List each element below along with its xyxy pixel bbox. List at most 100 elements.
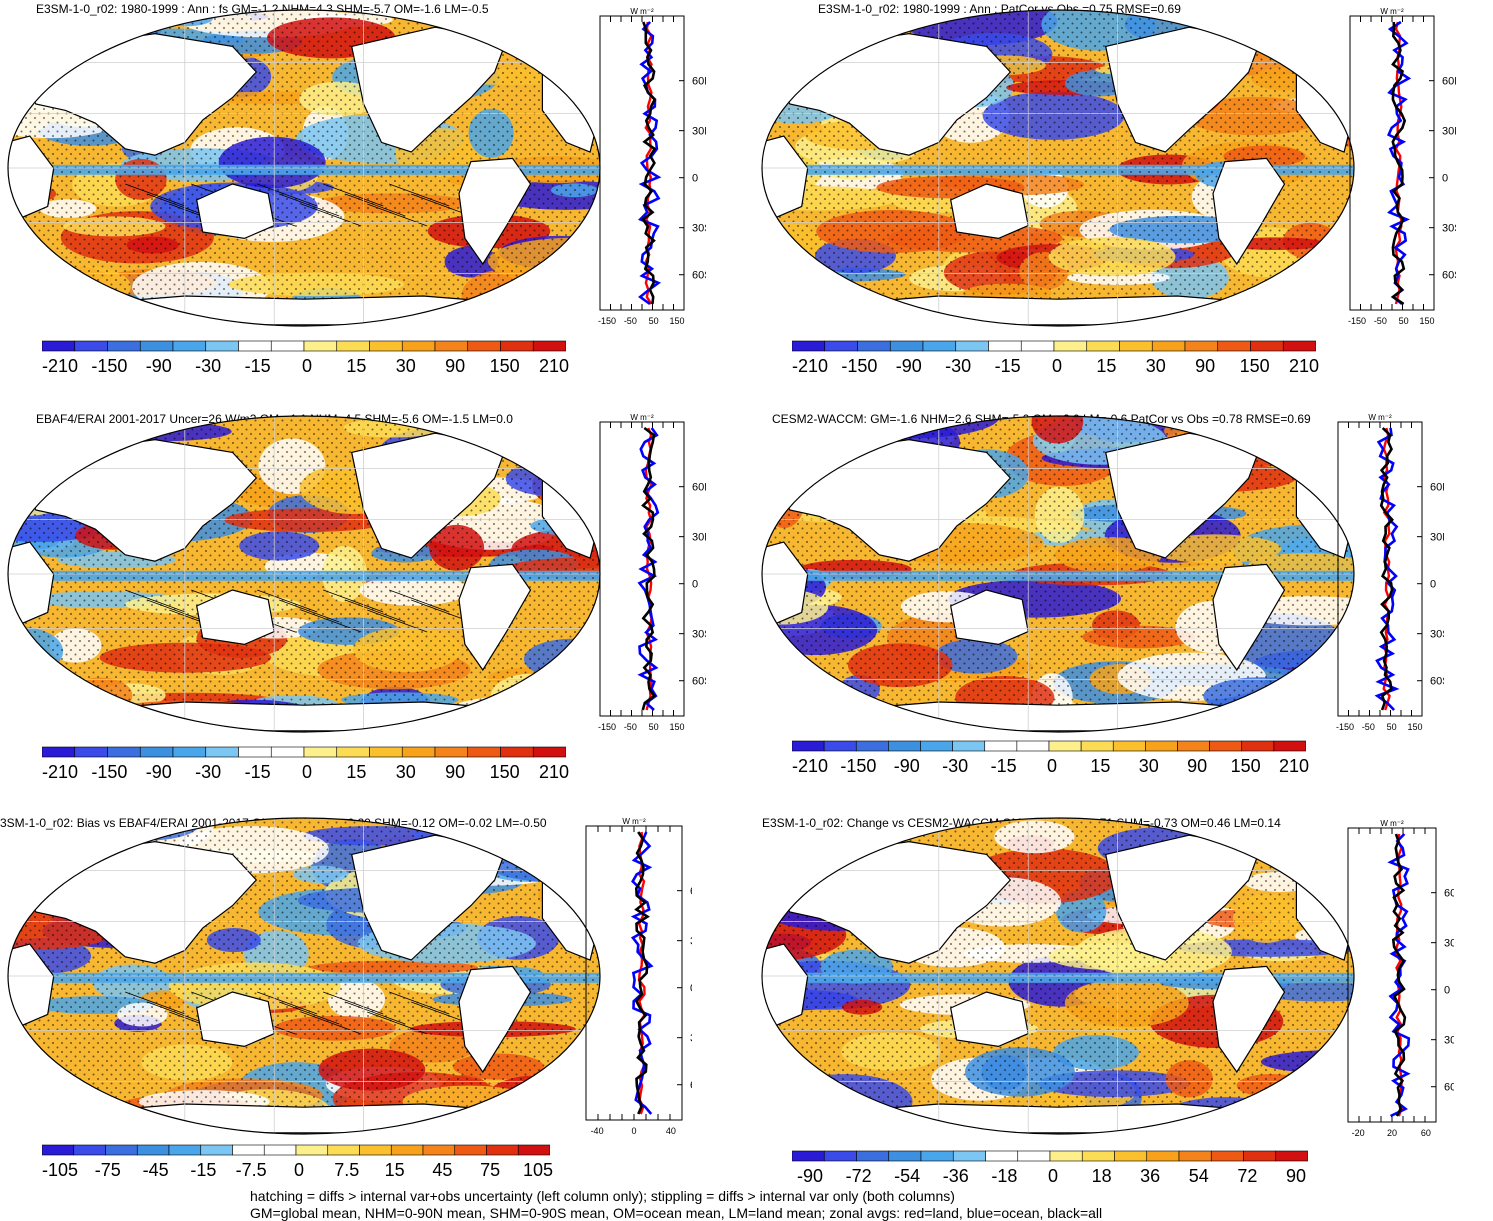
zonal-x-label: -50 — [624, 316, 637, 326]
continent — [8, 541, 55, 626]
colorbar-swatch — [303, 340, 338, 352]
colorbar-swatch — [1217, 340, 1251, 352]
colorbar-swatch — [295, 1144, 329, 1156]
zonal-mean-plot: W m⁻² 60N 30N 0 30S 60S -40 0 40 — [585, 818, 692, 1136]
colorbar-swatch — [1145, 740, 1178, 752]
colorbar-label: -15 — [244, 762, 271, 782]
colorbar-swatch — [532, 340, 566, 352]
colorbar-label: -54 — [894, 1166, 921, 1186]
colorbar-label: -7.5 — [235, 1160, 267, 1180]
colorbar — [42, 340, 566, 352]
field-blob — [421, 416, 556, 435]
colorbar-swatch — [205, 746, 239, 758]
colorbar-label: 72 — [1237, 1166, 1258, 1186]
colorbar-swatch — [1081, 1150, 1115, 1162]
zonal-units: W m⁻² — [622, 818, 646, 826]
colorbar-swatch — [823, 740, 857, 752]
colorbar-label: 90 — [1195, 356, 1216, 376]
global-map — [7, 817, 601, 1135]
colorbar — [42, 1144, 550, 1156]
zonal-lat-label: 30S — [690, 1033, 692, 1045]
zonal-mean-plot: W m⁻² 60N 30N 0 30S 60S -150 -50 50 150 — [1336, 414, 1444, 732]
colorbar-label: 150 — [489, 356, 520, 376]
colorbar-swatch — [303, 746, 338, 758]
zonal-lat-label: 60S — [1430, 676, 1444, 688]
field-blob — [9, 1102, 119, 1134]
colorbar-label: -90 — [796, 1166, 823, 1186]
continent — [506, 422, 556, 466]
field-blob — [777, 416, 839, 444]
field-blob — [510, 287, 561, 318]
colorbar-swatch — [238, 340, 272, 352]
colorbar-label: -210 — [41, 356, 79, 376]
colorbar-swatch — [792, 740, 825, 752]
colorbar-label: 7.5 — [334, 1160, 360, 1180]
zonal-x-label: 50 — [1399, 316, 1409, 326]
colorbar-swatch — [401, 746, 436, 758]
colorbar-label: 150 — [489, 762, 520, 782]
graticule — [8, 818, 600, 1134]
continent — [762, 943, 809, 1028]
continent — [8, 943, 55, 1028]
colorbar-swatch — [1210, 1150, 1244, 1162]
colorbar-label: -45 — [142, 1160, 169, 1180]
colorbar-label: -150 — [840, 756, 877, 776]
colorbar-swatch — [952, 1150, 986, 1162]
colorbar-label: 90 — [1285, 1166, 1307, 1186]
zonal-frame — [1337, 421, 1423, 717]
colorbar-swatch — [1119, 340, 1153, 352]
colorbar-swatch — [73, 1144, 106, 1156]
colorbar-label: -36 — [942, 1166, 969, 1186]
global-map — [761, 415, 1355, 733]
global-map — [761, 817, 1355, 1135]
zonal-lat-label: 60N — [1444, 888, 1454, 900]
colorbar-swatch — [139, 746, 174, 758]
zonal-lat-label: 0 — [1444, 985, 1450, 997]
colorbar-label: 36 — [1140, 1166, 1161, 1186]
field-blob — [504, 689, 600, 732]
colorbar-label: 0 — [1046, 756, 1057, 776]
global-map — [7, 415, 601, 733]
colorbar-swatch — [359, 1144, 392, 1156]
field-blob — [853, 711, 910, 724]
colorbar-label: -15 — [990, 756, 1017, 776]
colorbar-swatch — [532, 746, 566, 758]
colorbar-label: -210 — [791, 756, 829, 776]
graticule — [762, 10, 1354, 326]
colorbar-swatch — [1282, 340, 1316, 352]
zonal-all-curve — [1379, 427, 1394, 711]
zonal-lat-label: 60S — [692, 676, 706, 688]
colorbar-swatch — [1114, 1150, 1148, 1162]
colorbar-swatch — [1151, 340, 1186, 352]
global-map — [761, 9, 1355, 327]
footer-line-1: hatching = diffs > internal var+obs unce… — [250, 1188, 955, 1204]
colorbar-swatch — [238, 746, 272, 758]
colorbar-swatch — [467, 340, 501, 352]
field-blob — [8, 696, 91, 732]
field-blob — [509, 416, 554, 436]
field-blob — [8, 33, 78, 55]
continent — [506, 824, 556, 868]
colorbar-swatch — [1177, 740, 1210, 752]
colorbar-swatch — [232, 1144, 265, 1156]
field-blob — [8, 430, 101, 454]
colorbar-swatch — [920, 1150, 954, 1162]
colorbar-label: 0 — [1051, 356, 1062, 376]
colorbar-label: 45 — [432, 1160, 453, 1180]
colorbar-swatch — [920, 740, 953, 752]
colorbar-swatch — [422, 1144, 456, 1156]
field-blob — [762, 305, 856, 318]
colorbar-swatch — [172, 340, 207, 352]
colorbar-swatch — [922, 340, 957, 352]
continent — [819, 701, 1297, 732]
colorbar-swatch — [500, 746, 534, 758]
colorbar-swatch — [434, 340, 469, 352]
zonal-lat-label: 30N — [1442, 126, 1456, 138]
colorbar-swatch — [1048, 740, 1082, 752]
continent — [65, 1103, 543, 1134]
colorbar-label: 150 — [1239, 356, 1270, 376]
colorbar-swatch — [270, 340, 305, 352]
colorbar-swatch — [985, 1150, 1019, 1162]
continent — [458, 157, 532, 266]
zonal-mean-plot: W m⁻² 60N 30N 0 30S 60S -150 -50 50 150 — [598, 414, 706, 732]
